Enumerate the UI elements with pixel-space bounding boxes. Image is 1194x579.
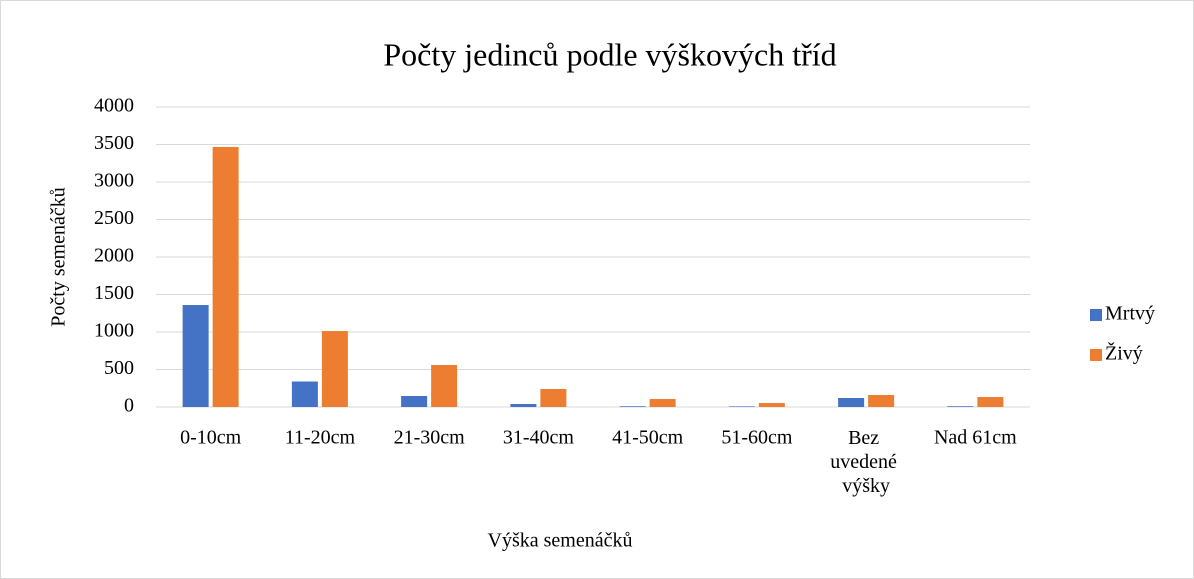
bar bbox=[182, 305, 209, 407]
x-tick-label: 21-30cm bbox=[394, 427, 466, 449]
bar bbox=[728, 406, 755, 407]
bar bbox=[212, 146, 239, 407]
x-tick-label: Bez uvedené výšky bbox=[830, 427, 902, 497]
y-tick-label: 3000 bbox=[94, 170, 134, 192]
y-tick-label: 3500 bbox=[94, 132, 134, 154]
x-axis-label: Výška semenáčků bbox=[488, 530, 633, 552]
legend-label: Mrtvý bbox=[1105, 303, 1155, 325]
y-tick-label: 2500 bbox=[94, 207, 134, 229]
x-tick-label: 31-40cm bbox=[503, 427, 575, 449]
legend-swatch bbox=[1090, 349, 1102, 361]
x-tick-label: 0-10cm bbox=[180, 427, 242, 449]
bar bbox=[401, 395, 428, 407]
chart-title: Počty jedinců podle výškových tříd bbox=[383, 36, 836, 72]
bar bbox=[838, 398, 865, 407]
x-tick-label: 11-20cm bbox=[285, 427, 356, 449]
y-tick-label: 4000 bbox=[94, 95, 134, 117]
y-tick-label: 1000 bbox=[94, 320, 134, 342]
bar bbox=[947, 406, 974, 407]
bar bbox=[321, 331, 348, 407]
y-tick-label: 0 bbox=[124, 395, 134, 417]
y-tick-label: 1500 bbox=[94, 282, 134, 304]
bar bbox=[431, 365, 458, 407]
bar bbox=[291, 381, 318, 407]
y-axis-label: Počty semenáčků bbox=[48, 187, 70, 326]
legend-swatch bbox=[1090, 309, 1102, 321]
bar bbox=[540, 389, 567, 407]
bar bbox=[619, 406, 646, 407]
x-tick-label: Nad 61cm bbox=[934, 427, 1017, 449]
x-tick-label: 41-50cm bbox=[612, 427, 684, 449]
bar bbox=[510, 404, 537, 407]
bar bbox=[649, 398, 676, 407]
x-tick-label: 51-60cm bbox=[721, 427, 793, 449]
bar bbox=[977, 397, 1004, 407]
bar bbox=[868, 395, 895, 407]
y-tick-label: 2000 bbox=[94, 245, 134, 267]
y-tick-label: 500 bbox=[104, 357, 134, 379]
legend-label: Živý bbox=[1105, 342, 1143, 365]
bar bbox=[758, 403, 785, 407]
